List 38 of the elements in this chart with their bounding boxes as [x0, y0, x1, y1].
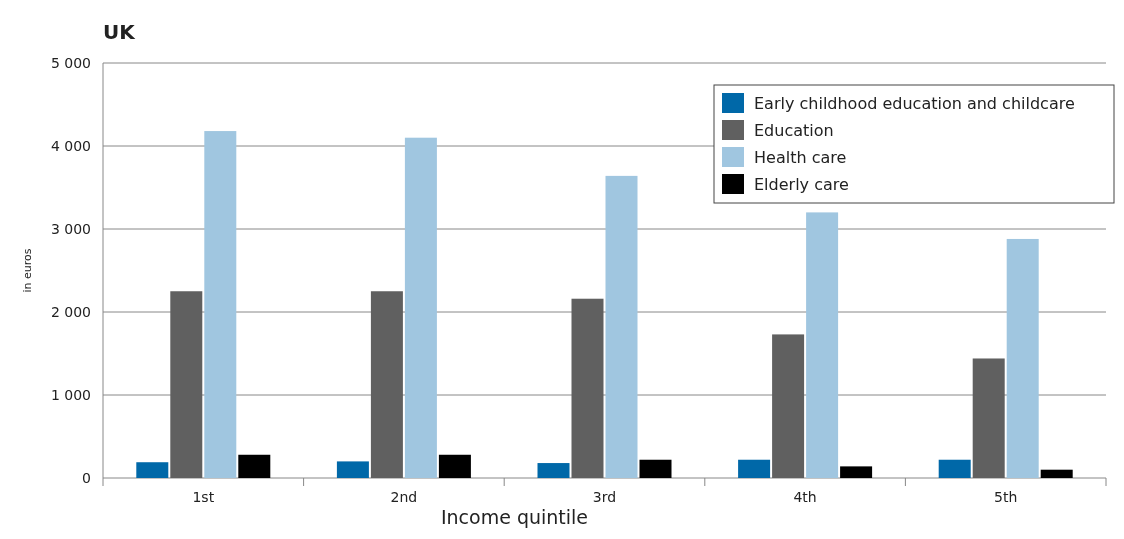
- bar: [1006, 238, 1039, 478]
- bar: [639, 459, 672, 478]
- bar: [1040, 469, 1073, 478]
- bar: [136, 462, 169, 478]
- x-tick-label: 1st: [192, 489, 215, 505]
- bar: [938, 459, 971, 478]
- y-tick-label: 1 000: [50, 386, 91, 403]
- bar: [204, 131, 237, 478]
- bar: [772, 334, 805, 478]
- bar: [537, 463, 570, 478]
- y-tick-label: 5 000: [50, 54, 91, 71]
- bar: [170, 291, 203, 478]
- y-tick-label: 2 000: [50, 303, 91, 320]
- bar: [840, 466, 873, 478]
- bar: [571, 298, 604, 478]
- bar: [972, 358, 1005, 478]
- y-tick-label: 3 000: [50, 220, 91, 237]
- legend-label: Health care: [754, 147, 847, 167]
- bar: [738, 459, 771, 478]
- legend-label: Early childhood education and childcare: [754, 93, 1075, 113]
- x-tick-label: 2nd: [390, 489, 418, 505]
- y-tick-label: 0: [82, 469, 91, 486]
- chart-title: UK: [103, 20, 137, 44]
- bar: [605, 175, 638, 478]
- y-tick-label: 4 000: [50, 137, 91, 154]
- bar: [404, 137, 437, 478]
- bar: [370, 291, 403, 478]
- y-axis-title: in euros: [21, 248, 34, 293]
- legend-label: Education: [754, 120, 834, 140]
- bar: [336, 461, 369, 478]
- x-axis-title: Income quintile: [440, 506, 589, 528]
- x-tick-label: 3rd: [592, 489, 617, 505]
- x-tick-label: 4th: [793, 489, 817, 505]
- bar: [438, 454, 471, 478]
- legend-label: Elderly care: [754, 174, 849, 194]
- bar: [806, 212, 839, 478]
- bar: [238, 454, 271, 478]
- x-tick-label: 5th: [994, 489, 1018, 505]
